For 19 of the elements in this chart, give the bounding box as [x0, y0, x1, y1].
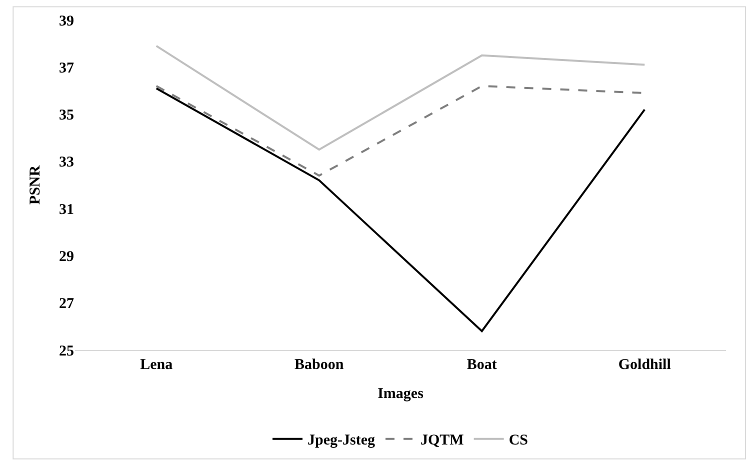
- y-tick-label: 25: [59, 343, 74, 360]
- y-tick-label: 37: [59, 60, 74, 76]
- x-tick-label: Boat: [466, 357, 497, 373]
- line-series: [155, 44, 646, 151]
- x-axis-title: Images: [378, 386, 424, 402]
- y-tick-label: 39: [59, 13, 74, 30]
- legend-label: JQTM: [420, 432, 464, 449]
- x-tick-label: Goldhill: [618, 357, 671, 373]
- y-tick-label: 33: [59, 154, 74, 171]
- y-tick-label: 35: [59, 108, 74, 124]
- line-series: [155, 87, 646, 332]
- y-tick-label: 29: [59, 248, 74, 265]
- legend-label: CS: [508, 432, 528, 449]
- x-tick-label: Lena: [140, 357, 174, 373]
- y-tick-label: 27: [59, 296, 74, 312]
- legend-label: Jpeg-Jsteg: [308, 432, 376, 449]
- y-axis-title: PSNR: [27, 165, 44, 205]
- x-tick-label: Baboon: [294, 357, 344, 373]
- y-tick-label: 31: [59, 202, 74, 218]
